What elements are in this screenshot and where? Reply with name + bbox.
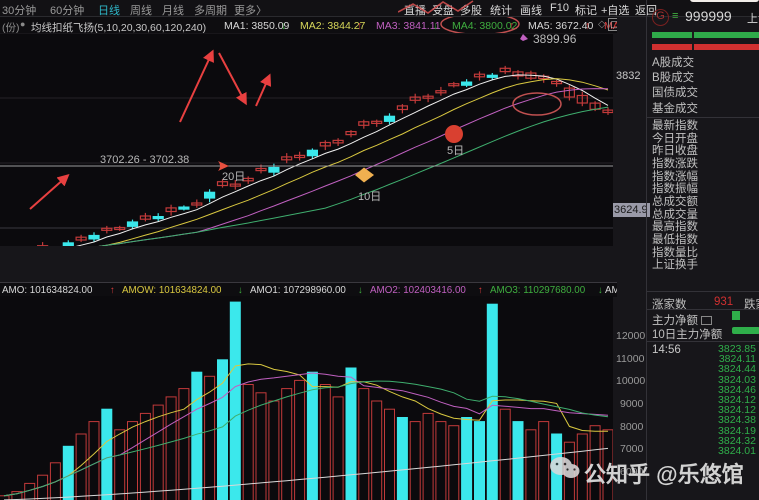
- svg-text:3899.96: 3899.96: [533, 33, 577, 46]
- svg-text:20日: 20日: [222, 171, 245, 183]
- svg-text:10日: 10日: [358, 191, 381, 203]
- svg-text:5日: 5日: [447, 145, 464, 157]
- svg-text:3702.26 - 3702.38: 3702.26 - 3702.38: [100, 154, 189, 166]
